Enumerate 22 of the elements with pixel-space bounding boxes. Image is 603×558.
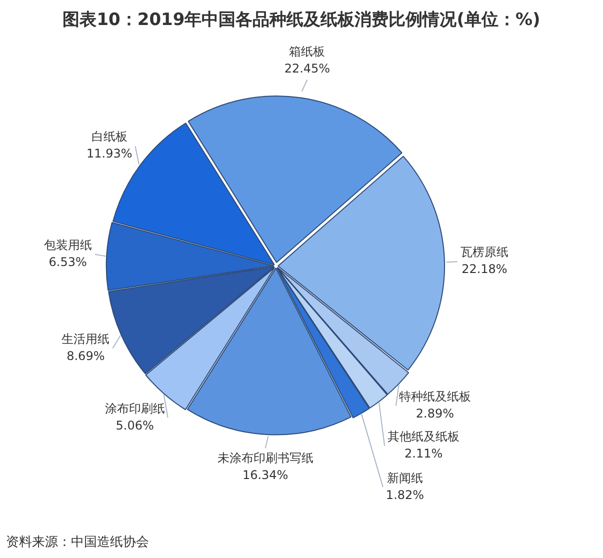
slice-label: 涂布印刷纸 bbox=[104, 401, 165, 416]
data-label: 2.11% bbox=[404, 446, 443, 460]
text: 资料来源：中国造纸协会 bbox=[6, 535, 149, 550]
slice-label: 未涂布印刷书写纸 bbox=[217, 450, 314, 465]
chart-title: 图表10：2019年中国各品种纸及纸板消费比例情况(单位：%) bbox=[62, 9, 542, 31]
slice-label: 生活用纸 bbox=[62, 332, 110, 346]
data-label: 5.06% bbox=[116, 418, 154, 432]
data-label: 8.69% bbox=[66, 348, 105, 363]
data-label: 22.45% bbox=[284, 61, 330, 76]
data-label: 6.53% bbox=[48, 255, 87, 270]
data-label: 11.93% bbox=[86, 146, 132, 161]
data-label: 1.82% bbox=[386, 488, 424, 502]
data-label: 22.18% bbox=[462, 262, 508, 276]
slice-label: 新闻纸 bbox=[387, 470, 423, 485]
slice-label: 包装用纸 bbox=[44, 238, 92, 252]
data-label: 16.34% bbox=[242, 468, 288, 482]
slice-label: 特种纸及纸板 bbox=[398, 389, 471, 404]
data-label: 2.89% bbox=[416, 406, 454, 420]
slice-label: 其他纸及纸板 bbox=[388, 429, 460, 444]
slice-label: 箱纸板 bbox=[289, 44, 326, 58]
slice-label: 白纸板 bbox=[91, 130, 128, 144]
slice-label: 瓦楞原纸 bbox=[460, 245, 508, 260]
